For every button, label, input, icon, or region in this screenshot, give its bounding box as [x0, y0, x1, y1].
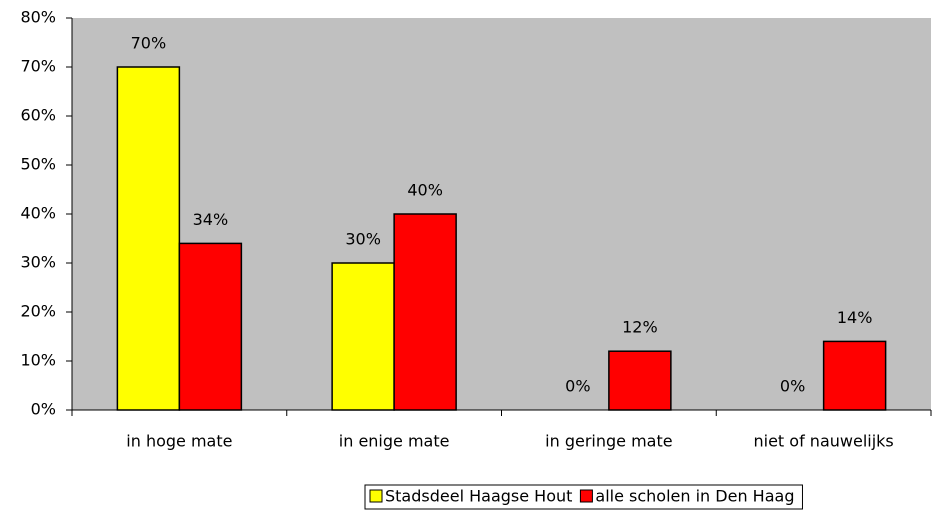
y-tick-label: 60%	[20, 106, 56, 125]
value-label: 70%	[131, 34, 167, 53]
bar	[822, 340, 887, 411]
y-tick-label: 10%	[20, 351, 56, 370]
value-label: 0%	[565, 377, 590, 396]
x-tick-label: niet of nauwelijks	[754, 432, 894, 451]
y-tick-label: 30%	[20, 253, 56, 272]
x-tick-label: in hoge mate	[126, 432, 232, 451]
y-tick-label: 40%	[20, 204, 56, 223]
legend-swatch	[579, 489, 593, 503]
y-tick-label: 80%	[20, 8, 56, 27]
legend-swatch	[369, 489, 383, 503]
bar	[331, 262, 395, 411]
value-label: 40%	[407, 181, 443, 200]
value-label: 12%	[622, 318, 658, 337]
x-tick-label: in geringe mate	[545, 432, 672, 451]
bar	[608, 350, 672, 411]
y-tick-label: 50%	[20, 155, 56, 174]
y-tick-label: 0%	[31, 400, 56, 419]
bar	[393, 213, 457, 411]
value-label: 14%	[837, 308, 873, 327]
x-tick-label: in enige mate	[339, 432, 450, 451]
legend-label: Stadsdeel Haagse Hout	[385, 487, 572, 506]
value-label: 30%	[345, 230, 381, 249]
bar	[178, 242, 243, 411]
legend-label: alle scholen in Den Haag	[595, 487, 794, 506]
y-tick-label: 20%	[20, 302, 56, 321]
value-label: 34%	[193, 210, 229, 229]
bar	[116, 66, 181, 411]
y-tick-label: 70%	[20, 57, 56, 76]
value-label: 0%	[780, 377, 805, 396]
